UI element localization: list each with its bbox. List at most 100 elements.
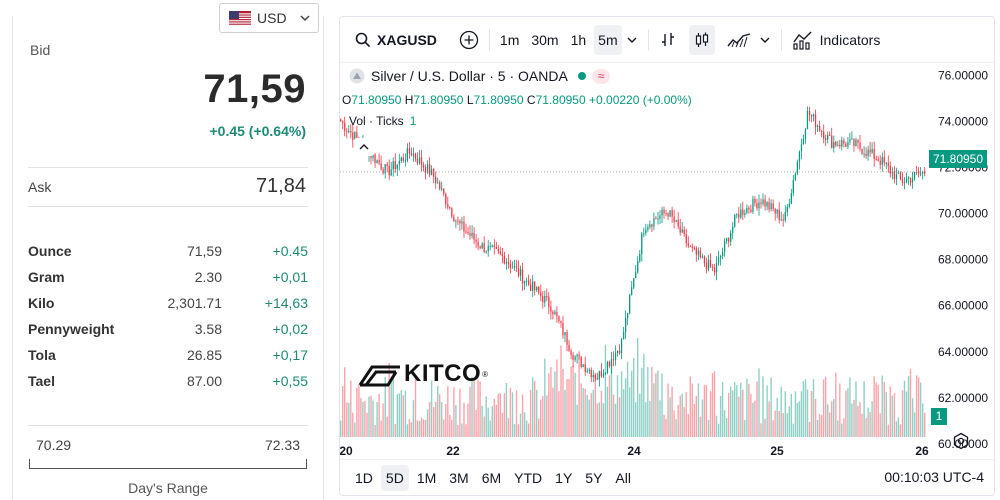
volume-bar <box>754 400 756 437</box>
volume-bar <box>879 413 881 437</box>
candle-body <box>746 207 748 214</box>
volume-bar <box>368 396 370 437</box>
bar-style-button[interactable] <box>655 25 681 55</box>
compare-symbol-button[interactable] <box>455 25 483 55</box>
volume-bar <box>394 424 397 437</box>
volume-bar <box>796 402 799 437</box>
candle-body <box>750 209 752 212</box>
candle-body <box>465 231 467 233</box>
volume-bar <box>441 402 443 437</box>
volume-bar <box>649 401 651 437</box>
volume-bar <box>538 418 540 437</box>
gear-icon[interactable] <box>952 432 970 450</box>
unit-row-ounce: Ounce 71,59 +0.45 <box>28 243 308 269</box>
volume-bar <box>566 379 568 437</box>
candle-body <box>909 177 912 183</box>
volume-bar <box>344 367 346 437</box>
candle-body <box>469 233 471 236</box>
utc-clock[interactable]: 00:10:03 UTC-4 <box>884 469 984 485</box>
interval-5m-button[interactable]: 5m <box>594 24 622 55</box>
range-6m-button[interactable]: 6M <box>481 469 502 486</box>
range-ytd-button[interactable]: YTD <box>514 469 543 486</box>
interval-30m-button[interactable]: 30m <box>531 31 559 48</box>
kitco-logo: KITCO ® <box>358 360 488 388</box>
volume-bar <box>612 394 615 437</box>
volume-bar <box>525 420 528 437</box>
candle-body <box>487 246 489 252</box>
candle-body <box>728 238 730 242</box>
volume-bar <box>412 400 415 437</box>
volume-bar <box>814 398 817 437</box>
candle-body <box>788 203 790 207</box>
currency-select[interactable]: USD <box>219 3 319 33</box>
indicators-button[interactable]: Indicators <box>788 25 885 55</box>
volume-bar <box>883 382 886 437</box>
volume-bar <box>406 424 409 437</box>
area-style-button[interactable] <box>723 25 755 55</box>
volume-bar <box>689 376 692 437</box>
candle-body <box>614 352 617 361</box>
volume-bar <box>388 362 390 437</box>
candle-body <box>669 210 671 217</box>
candle-body <box>453 216 455 222</box>
price-axis-tick: 62.00000 <box>938 391 988 405</box>
candle-body <box>570 350 572 355</box>
candle-body <box>384 164 386 174</box>
range-1d-button[interactable]: 1D <box>355 469 373 486</box>
candle-body <box>667 213 669 217</box>
candle-body <box>641 233 643 255</box>
candle-body <box>855 139 857 146</box>
candle-body <box>376 160 378 164</box>
candle-body <box>396 164 398 170</box>
interval-1h-button[interactable]: 1h <box>570 31 587 48</box>
unit-name: Pennyweight <box>28 321 115 337</box>
candle-body <box>483 243 485 253</box>
volume-bar <box>550 367 552 437</box>
volume-bar <box>726 418 728 437</box>
volume-bar <box>913 412 916 437</box>
volume-bar <box>756 381 758 437</box>
candle-body <box>796 162 798 174</box>
range-1m-button[interactable]: 1M <box>416 469 437 486</box>
range-1y-button[interactable]: 1Y <box>555 469 573 486</box>
chart-type-dropdown-button[interactable] <box>755 25 775 55</box>
candle-body <box>766 202 768 207</box>
volume-bar <box>798 401 801 437</box>
volume-bar <box>740 383 742 437</box>
candle-body <box>558 316 560 322</box>
candles-style-button[interactable] <box>688 24 715 55</box>
candle-body <box>523 281 526 284</box>
volume-bar <box>626 361 629 437</box>
candle-body <box>560 321 562 323</box>
candle-body <box>526 280 528 282</box>
candlestick-plot[interactable]: 76.0000074.0000072.0000070.0000068.00000… <box>340 57 995 459</box>
unit-price: 3.58 <box>194 321 222 337</box>
candle-body <box>412 153 415 156</box>
candle-body <box>477 241 479 247</box>
volume-bar <box>596 403 599 437</box>
range-5d-button[interactable]: 5D <box>380 464 409 491</box>
range-3m-button[interactable]: 3M <box>449 469 469 486</box>
candle-body <box>344 122 346 131</box>
range-5y-button[interactable]: 5Y <box>585 469 603 486</box>
candle-body <box>679 226 681 233</box>
collapse-legend-button[interactable] <box>354 138 374 156</box>
volume-bar <box>408 418 411 437</box>
candle-body <box>572 354 574 360</box>
candle-body <box>556 311 558 317</box>
interval-1m-button[interactable]: 1m <box>499 31 520 48</box>
candle-body <box>689 245 691 247</box>
unit-name: Ounce <box>28 243 72 259</box>
volume-bar <box>598 402 601 437</box>
volume-bar <box>400 390 403 437</box>
volume-bar <box>786 413 789 437</box>
volume-bar <box>804 379 807 437</box>
volume-bar <box>422 419 425 437</box>
symbol-search-button[interactable]: XAGUSD <box>350 25 441 55</box>
interval-dropdown-button[interactable] <box>622 25 642 55</box>
candle-body <box>497 248 499 252</box>
quote-panel: USD Bid 71,59 +0.45 (+0.64%) Ask 71,84 O… <box>12 0 324 500</box>
candle-body <box>530 284 532 291</box>
candle-body <box>513 266 516 268</box>
range-all-button[interactable]: All <box>615 469 631 486</box>
